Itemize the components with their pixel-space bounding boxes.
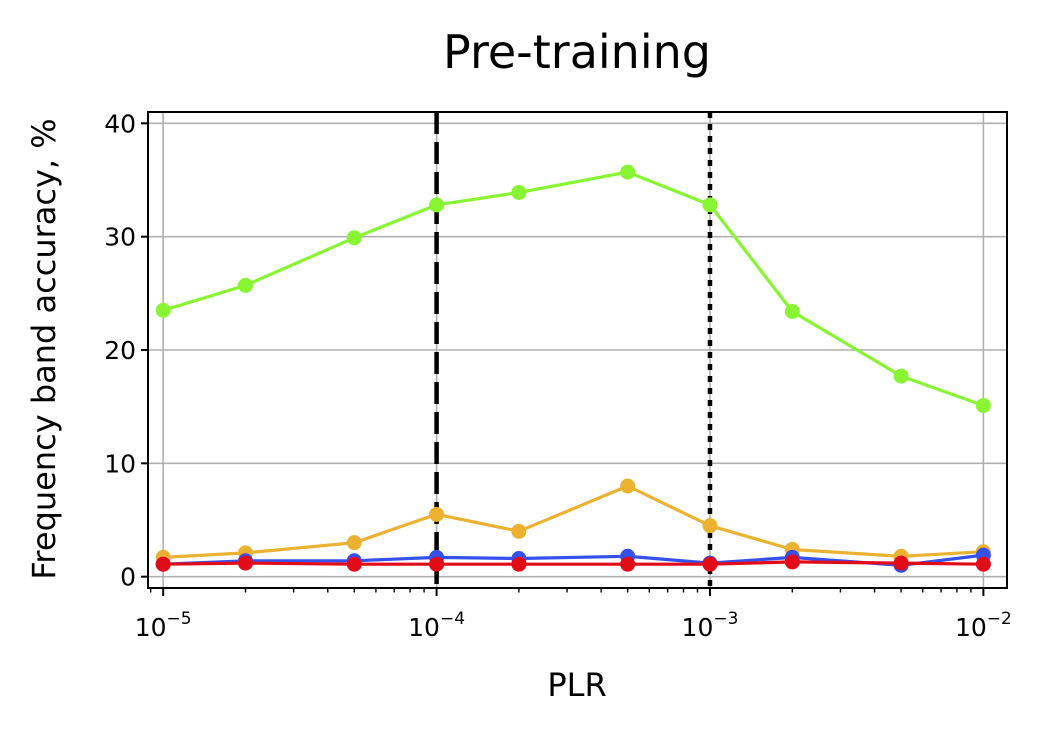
series-line — [163, 560, 984, 566]
data-point — [620, 556, 636, 572]
data-point — [620, 478, 636, 494]
data-point — [702, 556, 718, 572]
series-3 — [155, 547, 991, 573]
x-axis-label: PLR — [547, 666, 606, 704]
y-tick-label: 30 — [104, 223, 136, 252]
data-point — [784, 554, 800, 570]
data-point — [975, 398, 991, 414]
y-tick-label: 0 — [120, 563, 136, 592]
x-tick-label: 10−3 — [682, 609, 739, 642]
data-point — [893, 368, 909, 384]
y-tick-label: 20 — [104, 336, 136, 365]
data-point — [429, 506, 445, 522]
data-point — [429, 556, 445, 572]
data-point — [346, 556, 362, 572]
data-point — [511, 556, 527, 572]
chart-title: Pre-training — [443, 25, 711, 79]
grid — [148, 112, 1007, 588]
series-4 — [155, 554, 991, 572]
data-point — [893, 555, 909, 571]
data-point — [155, 302, 171, 318]
data-point — [511, 523, 527, 539]
y-tick-label: 40 — [104, 109, 136, 138]
axes: 0 10 20 30 40 10−5 10−4 10−3 10−2 — [104, 109, 1012, 642]
y-tick-label: 10 — [104, 449, 136, 478]
data-point — [346, 535, 362, 551]
data-point — [784, 303, 800, 319]
data-point — [155, 556, 171, 572]
series-group — [155, 164, 991, 573]
series-line — [163, 484, 984, 559]
data-point — [429, 197, 445, 213]
series-line — [162, 170, 984, 408]
data-point — [237, 555, 253, 571]
data-point — [702, 197, 718, 213]
x-tick-label: 10−4 — [408, 609, 465, 642]
data-point — [975, 556, 991, 572]
data-point — [346, 230, 362, 246]
x-tick-label: 10−2 — [955, 609, 1012, 642]
y-axis-label: Frequency band accuracy, % — [25, 118, 63, 579]
series-1 — [155, 164, 991, 414]
x-tick-label: 10−5 — [135, 609, 192, 642]
data-point — [237, 277, 253, 293]
data-point — [511, 184, 527, 200]
data-point — [702, 518, 718, 534]
data-point — [620, 164, 636, 180]
series-2 — [155, 478, 991, 565]
